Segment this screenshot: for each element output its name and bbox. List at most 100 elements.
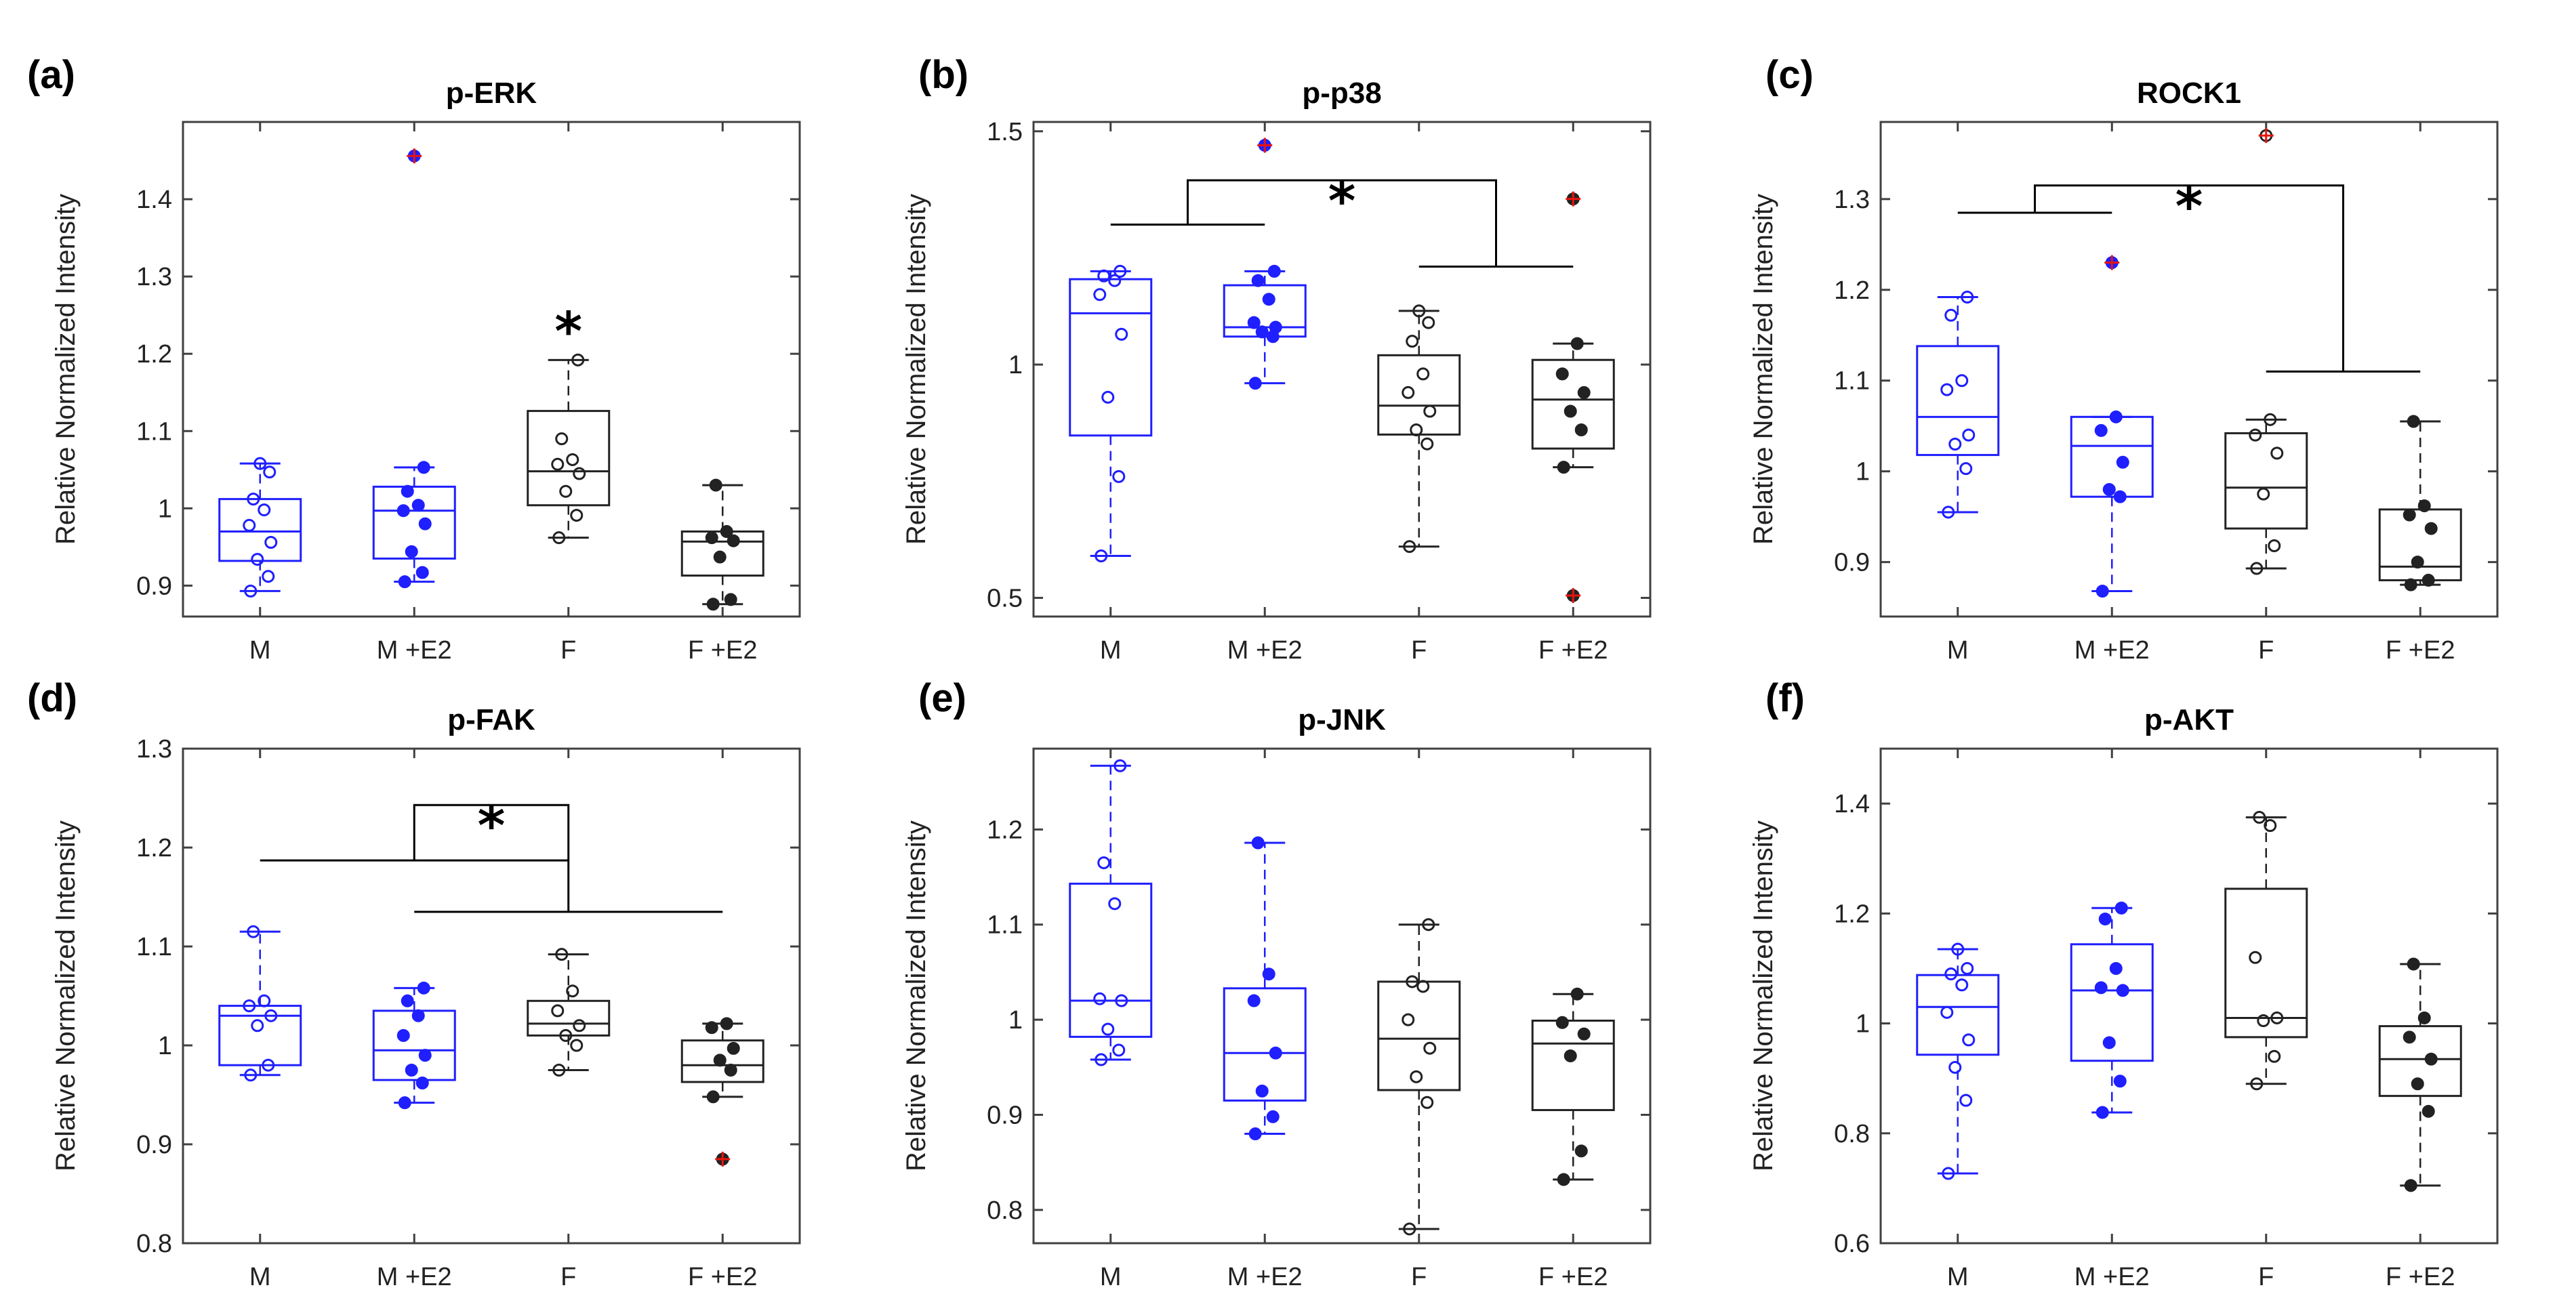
iqr-box: [1916, 974, 2000, 1056]
x-tick-label: F: [1411, 636, 1427, 665]
data-point: [1948, 438, 1962, 451]
data-point: [1248, 1127, 1262, 1141]
data-point: [1420, 1096, 1434, 1109]
box-group-m-e2: [372, 148, 456, 589]
panel-p-fak: (d) p-FAK 0.8 0.9 1 1.1 1.2 1.3 Relative Normali…: [27, 676, 801, 1291]
y-tick-label: 0.8: [1834, 1120, 1870, 1148]
data-point: [1097, 856, 1111, 869]
box-group-f-e2: [680, 478, 764, 611]
data-point: [411, 499, 425, 512]
y-tick-label: 1.2: [136, 340, 172, 369]
data-point: [1093, 992, 1107, 1005]
x-tick-label: F: [560, 636, 576, 665]
data-point: [417, 981, 430, 995]
data-point: [2268, 1049, 2281, 1063]
box-group-m-e2: [2070, 255, 2154, 598]
data-point: [1422, 316, 1435, 329]
x-tick-label: F: [2258, 636, 2274, 665]
y-tick-label: 0.8: [987, 1196, 1023, 1225]
iqr-box: [372, 485, 456, 560]
data-point: [253, 457, 267, 470]
data-point: [2116, 984, 2129, 997]
data-point: [405, 1064, 418, 1077]
data-point: [2102, 482, 2116, 496]
x-tick-label: M +E2: [2074, 636, 2150, 665]
panel-title: p-JNK: [1298, 703, 1386, 736]
box-group-m: [1069, 264, 1153, 562]
data-point: [401, 994, 414, 1007]
data-point: [1961, 961, 1974, 975]
data-point: [1940, 383, 1954, 396]
x-tick-label: M: [1947, 1263, 1969, 1291]
data-point: [1557, 1173, 1570, 1186]
data-point: [2095, 584, 2109, 598]
data-point: [2109, 961, 2123, 975]
data-point: [1948, 1060, 1962, 1074]
x-tick-label: M: [1100, 636, 1122, 665]
data-point: [1262, 293, 1275, 306]
panel-p-p38: (b) p-p38 0.5 1 1.5 Relative Normalized Inten…: [901, 53, 1652, 665]
x-tick-label: M +E2: [377, 636, 452, 665]
data-point: [1255, 1084, 1269, 1098]
data-point: [705, 531, 718, 545]
data-point: [2253, 810, 2266, 824]
panel-title: p-AKT: [2144, 703, 2234, 736]
panel-label: (a): [27, 53, 75, 97]
data-point: [263, 465, 277, 479]
data-point: [2116, 455, 2129, 469]
data-point: [1406, 335, 1419, 348]
data-point: [262, 1058, 275, 1072]
data-point: [1955, 978, 1969, 992]
data-point: [2098, 912, 2112, 925]
data-point: [551, 457, 565, 471]
data-point: [1112, 470, 1126, 483]
axes-frame: [1032, 747, 1652, 1245]
data-point: [2407, 415, 2420, 428]
panel-label: (f): [1765, 676, 1805, 720]
box-group-f: [527, 353, 611, 545]
y-tick-label: 1.3: [136, 735, 172, 764]
x-tick-label: M: [1947, 636, 1969, 665]
data-point: [401, 484, 414, 498]
data-point: [705, 1021, 718, 1035]
data-point: [1097, 269, 1111, 283]
data-point: [2249, 951, 2262, 964]
iqr-box: [2070, 943, 2154, 1062]
x-tick-label: F +E2: [2386, 1263, 2455, 1291]
data-point: [1255, 325, 1269, 339]
data-point: [1577, 385, 1591, 399]
data-point: [1416, 367, 1430, 381]
iqr-box: [2224, 432, 2308, 530]
x-tick-label: M +E2: [377, 1263, 452, 1291]
box-group-f-e2: [1531, 191, 1615, 604]
data-point: [2403, 1030, 2416, 1044]
data-point: [706, 598, 720, 611]
iqr-box: [1069, 882, 1153, 1038]
data-point: [1402, 1013, 1415, 1026]
box-group-f: [1377, 918, 1461, 1236]
iqr-box: [1531, 358, 1615, 450]
panel-title: ROCK1: [2137, 77, 2241, 110]
data-point: [1115, 994, 1128, 1007]
data-point: [1267, 264, 1281, 278]
data-point: [411, 1009, 425, 1022]
data-point: [1555, 1016, 1569, 1029]
box-group-m: [1916, 942, 2000, 1180]
data-point: [2268, 539, 2281, 553]
significance-star: *: [2175, 177, 2203, 238]
data-point: [2264, 413, 2277, 426]
iqr-box: [2378, 508, 2462, 581]
significance-star: *: [1328, 171, 1356, 232]
y-tick-label: 1.2: [1834, 276, 1870, 305]
data-point: [1944, 967, 1958, 981]
data-point: [2417, 499, 2431, 513]
box-group-m-e2: [1223, 836, 1307, 1141]
axes-frame: [182, 747, 801, 1245]
data-point: [727, 1041, 740, 1055]
axes-frame: [1879, 747, 2499, 1245]
box-group-f: [2224, 128, 2308, 575]
x-tick-label: F +E2: [688, 1263, 757, 1291]
data-point: [570, 509, 584, 522]
data-point: [2113, 490, 2127, 503]
